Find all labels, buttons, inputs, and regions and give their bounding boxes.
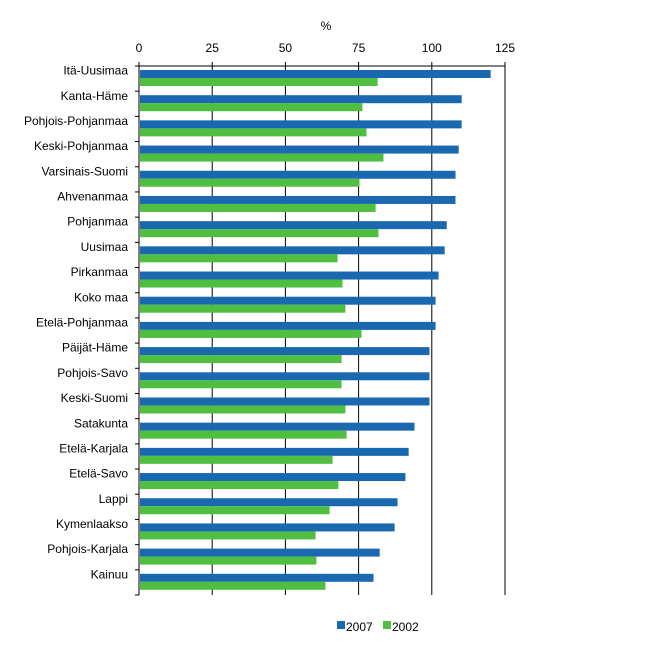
category-label: Pohjois-Karjala — [47, 542, 128, 556]
bar-2002 — [140, 279, 343, 288]
category-label: Pohjois-Pohjanmaa — [24, 114, 128, 128]
bar-2007 — [140, 523, 395, 532]
category-label: Itä-Uusimaa — [63, 64, 128, 78]
category-label: Päijät-Häme — [62, 341, 128, 355]
bar-2002 — [140, 153, 384, 162]
bar-2007 — [140, 372, 430, 381]
x-tick-label: 75 — [352, 41, 366, 55]
bar-2007 — [140, 271, 439, 280]
category-label: Lappi — [99, 492, 128, 506]
category-label: Uusimaa — [81, 240, 129, 254]
bar-2002 — [140, 556, 317, 565]
category-label: Pirkanmaa — [71, 265, 129, 279]
category-label: Kymenlaakso — [56, 517, 128, 531]
bar-2007 — [140, 195, 456, 204]
bar-2007 — [140, 321, 436, 330]
bar-2002 — [140, 103, 363, 112]
category-label: Etelä-Karjala — [59, 441, 128, 455]
category-label: Satakunta — [74, 416, 128, 430]
bar-2002 — [140, 229, 379, 238]
x-tick-label: 0 — [136, 41, 143, 55]
bar-2007 — [140, 473, 406, 482]
x-tick-label: 25 — [206, 41, 220, 55]
bar-2002 — [140, 531, 316, 540]
bar-2007 — [140, 296, 436, 305]
bar-2002 — [140, 203, 376, 212]
category-label: Keski-Suomi — [61, 391, 128, 405]
category-label: Kainuu — [91, 567, 128, 581]
bar-2007 — [140, 447, 409, 456]
bar-2002 — [140, 506, 330, 515]
bar-2007 — [140, 573, 374, 582]
bar-2007 — [140, 95, 462, 104]
bar-2002 — [140, 355, 342, 364]
bar-2002 — [140, 178, 360, 187]
category-label: Etelä-Pohjanmaa — [36, 316, 128, 330]
x-tick-label: 125 — [495, 41, 515, 55]
x-tick-label: 50 — [279, 41, 293, 55]
bar-2007 — [140, 498, 398, 507]
bar-2002 — [140, 254, 338, 263]
category-label: Ahvenanmaa — [57, 190, 128, 204]
bar-2007 — [140, 246, 445, 255]
bar-2002 — [140, 455, 333, 464]
bar-2007 — [140, 422, 415, 431]
legend-label: 2002 — [392, 620, 419, 634]
category-label: Koko maa — [74, 290, 128, 304]
category-label: Etelä-Savo — [69, 467, 128, 481]
bar-2007 — [140, 120, 462, 129]
legend-swatch-2002 — [383, 621, 391, 629]
bar-2007 — [140, 170, 456, 179]
bar-2002 — [140, 430, 347, 439]
bar-2002 — [140, 380, 342, 389]
x-axis-label: % — [321, 19, 332, 33]
bar-2002 — [140, 481, 339, 490]
category-label: Varsinais-Suomi — [42, 164, 128, 178]
bar-2007 — [140, 347, 430, 356]
category-label: Pohjanmaa — [67, 215, 128, 229]
bar-2007 — [140, 145, 459, 154]
bar-2002 — [140, 78, 378, 86]
legend-label: 2007 — [346, 620, 373, 634]
x-tick-label: 100 — [422, 41, 442, 55]
bar-2002 — [140, 581, 326, 590]
bar-2007 — [140, 221, 447, 230]
bar-2002 — [140, 329, 362, 338]
bar-2002 — [140, 304, 346, 313]
legend-swatch-2007 — [337, 621, 345, 629]
bar-2007 — [140, 70, 491, 78]
bar-2007 — [140, 548, 380, 557]
bar-2007 — [140, 397, 430, 406]
bar-2002 — [140, 405, 346, 414]
bar-2002 — [140, 128, 367, 137]
category-label: Pohjois-Savo — [57, 366, 128, 380]
category-label: Keski-Pohjanmaa — [34, 139, 128, 153]
category-label: Kanta-Häme — [61, 89, 129, 103]
